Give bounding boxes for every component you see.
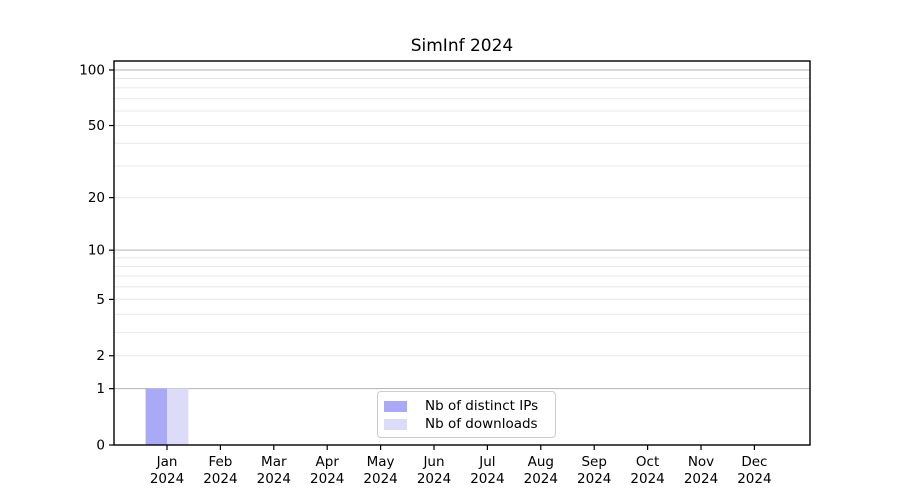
x-tick-label-month: Aug	[528, 454, 554, 470]
x-tick-label-month: Feb	[208, 454, 232, 470]
legend-swatch-distinct-ips	[384, 400, 407, 412]
chart-title: SimInf 2024	[410, 36, 514, 56]
legend: Nb of distinct IPs Nb of downloads	[377, 391, 556, 438]
bar-jan-distinct-ips	[145, 388, 167, 445]
x-tick-label-month: Oct	[636, 454, 659, 470]
y-tick-label: 0	[96, 438, 105, 454]
legend-item-distinct-ips: Nb of distinct IPs	[384, 398, 547, 414]
legend-label-distinct-ips: Nb of distinct IPs	[425, 398, 539, 414]
x-tick-label-month: Jan	[156, 454, 178, 470]
y-tick-label: 50	[88, 118, 105, 134]
y-tick-label: 10	[88, 243, 105, 259]
x-tick-label-month: Jun	[422, 454, 444, 470]
x-tick-label-year: 2024	[257, 471, 291, 487]
x-tick-label-year: 2024	[630, 471, 664, 487]
x-tick-label-year: 2024	[684, 471, 718, 487]
x-tick-label-month: Jul	[478, 454, 495, 470]
x-tick-label-year: 2024	[737, 471, 771, 487]
bar-jan-downloads	[167, 388, 189, 445]
x-tick-label-month: Mar	[261, 454, 287, 470]
axes-frame	[113, 60, 811, 446]
x-tick-label-year: 2024	[150, 471, 184, 487]
x-tick-label-month: May	[367, 454, 395, 470]
x-tick-label-year: 2024	[417, 471, 451, 487]
x-tick-label-month: Nov	[688, 454, 714, 470]
x-tick-label-year: 2024	[310, 471, 344, 487]
legend-swatch-downloads	[384, 418, 407, 430]
y-tick-label: 5	[96, 292, 105, 308]
x-tick-label-year: 2024	[203, 471, 237, 487]
y-tick-label: 20	[88, 190, 105, 206]
y-tick-label: 100	[79, 63, 105, 79]
x-tick-label-month: Apr	[316, 454, 340, 470]
x-tick-label-month: Sep	[581, 454, 606, 470]
x-tick-label-year: 2024	[577, 471, 611, 487]
y-tick-label: 1	[96, 381, 105, 397]
legend-item-downloads: Nb of downloads	[384, 416, 547, 432]
x-tick-label-month: Dec	[741, 454, 767, 470]
y-tick-label: 2	[96, 348, 105, 364]
x-tick-label-year: 2024	[524, 471, 558, 487]
x-tick-label-year: 2024	[470, 471, 504, 487]
legend-label-downloads: Nb of downloads	[425, 416, 538, 432]
x-tick-label-year: 2024	[363, 471, 397, 487]
